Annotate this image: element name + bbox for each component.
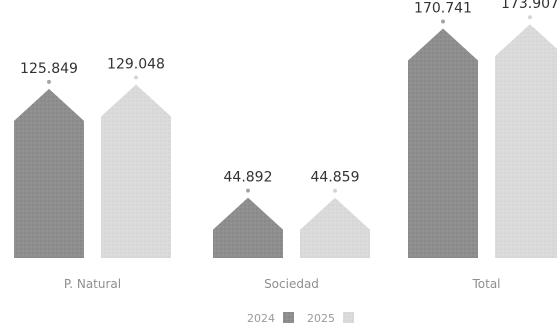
bar-2024-p-natural — [14, 88, 84, 259]
legend-label: 2024 — [247, 312, 275, 325]
category-label: Total — [471, 277, 500, 291]
data-point-marker — [246, 188, 250, 193]
data-point-marker — [333, 188, 337, 193]
data-point-marker — [47, 79, 51, 84]
data-label: 44.892 — [224, 170, 273, 186]
category-label: P. Natural — [64, 277, 121, 291]
category-label: Sociedad — [264, 277, 319, 291]
chart-marks: 125.849 129.048 44.892 44.859 170.741 173.907 — [14, 0, 557, 259]
bar-2024-sociedad — [213, 197, 283, 258]
bar-2025-sociedad — [300, 197, 370, 258]
category-axis: P. Natural Sociedad Total — [64, 277, 501, 291]
data-point-marker — [134, 75, 138, 80]
bar-2024-total — [408, 28, 478, 259]
legend-label: 2025 — [307, 312, 335, 325]
bar-2025-total — [495, 24, 557, 258]
legend: 2024 2025 — [247, 312, 354, 325]
data-label: 170.741 — [414, 0, 472, 16]
data-label: 129.048 — [107, 57, 165, 73]
data-label: 125.849 — [20, 61, 78, 77]
legend-swatch — [283, 312, 294, 323]
data-label: 44.859 — [311, 170, 360, 186]
data-label: 173.907 — [501, 0, 557, 12]
data-point-marker — [528, 15, 532, 20]
data-point-marker — [441, 19, 445, 24]
bar-2025-p-natural — [101, 84, 171, 258]
legend-swatch — [343, 312, 354, 323]
